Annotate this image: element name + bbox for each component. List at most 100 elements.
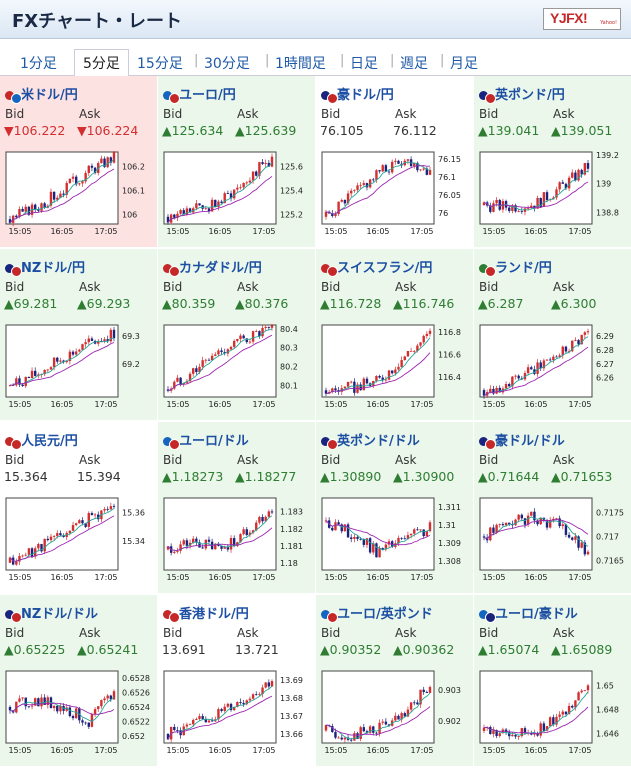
mini-candle-chart[interactable]: 1.183 1.182 1.181 1.18 15:05 16:05 17:05: [163, 497, 311, 587]
candle-body: [239, 534, 242, 543]
brand-logo[interactable]: YJFX! Yahoo!: [543, 8, 621, 30]
candle-body: [166, 734, 170, 740]
candle-body: [100, 158, 103, 164]
mini-candle-chart[interactable]: 0.903 0.902 15:05 16:05 17:05: [321, 670, 469, 760]
tab-0[interactable]: 1分足: [20, 56, 57, 72]
pair-link[interactable]: 香港ドル/円: [163, 603, 249, 623]
rate-card[interactable]: 米ドル/円 Bid Ask ▼106.222 ▼106.224 106.2 106.1 106…: [0, 76, 158, 248]
currency-flag-icon: [163, 263, 180, 277]
rate-card[interactable]: ランド/円 Bid Ask ▲6.287 ▲6.300 6.29 6.28 6.27 6.26 1…: [474, 249, 631, 421]
candle-body: [188, 373, 192, 382]
candle-body: [223, 193, 226, 204]
pair-link[interactable]: 豪ドル/円: [321, 84, 394, 104]
pair-name: カナダドル/円: [179, 261, 262, 276]
mini-candle-chart[interactable]: 139.2 139 138.8 15:05 16:05 17:05: [479, 151, 627, 241]
rate-card[interactable]: 豪ドル/ドル Bid Ask ▲0.71644 ▲0.71653 0.7175 0.717 0…: [474, 422, 631, 594]
candle-body: [267, 162, 271, 167]
candle-body: [511, 205, 514, 211]
rate-card[interactable]: 英ポンド/円 Bid Ask ▲139.041 ▲139.051 139.2 139 138.…: [474, 76, 631, 248]
candle-body: [498, 199, 501, 210]
tab-4[interactable]: 1時間足: [275, 56, 326, 72]
mini-candle-chart[interactable]: 106.2 106.1 106 15:05 16:05 17:05: [5, 151, 153, 241]
bid-label: Bid: [479, 453, 499, 467]
candle-body: [185, 724, 189, 727]
pair-link[interactable]: カナダドル/円: [163, 257, 262, 277]
rate-card[interactable]: NZドル/円 Bid Ask ▲69.281 ▲69.293 69.3 69.2 15:05 1…: [0, 249, 158, 421]
candle-body: [362, 378, 366, 391]
rate-card[interactable]: 香港ドル/円 Bid Ask 13.691 13.721 13.69 13.68 13.67 1…: [158, 595, 316, 767]
pair-link[interactable]: NZドル/円: [5, 257, 85, 277]
candle-body: [577, 692, 580, 701]
rate-card[interactable]: ユーロ/豪ドル Bid Ask ▲1.65074 ▲1.65089 1.65 1.648 1.…: [474, 595, 631, 767]
candle-body: [15, 561, 18, 565]
tab-5[interactable]: 日足: [350, 56, 378, 72]
candle-body: [558, 714, 561, 717]
candle-body: [394, 160, 397, 162]
tab-2[interactable]: 15分足: [137, 56, 183, 72]
bid-label: Bid: [5, 453, 25, 467]
mini-candle-chart[interactable]: 76.15 76.1 76.05 76 15:05 16:05 17:05: [321, 151, 469, 241]
rate-card[interactable]: 豪ドル/円 Bid Ask 76.105 76.112 76.15 76.1 76.05 76 1…: [316, 76, 474, 248]
ask-value: ▼106.224: [77, 123, 139, 138]
pair-link[interactable]: 豪ドル/ドル: [479, 430, 565, 450]
candle-body: [422, 335, 425, 343]
pair-link[interactable]: ユーロ/豪ドル: [479, 603, 578, 623]
tab-3[interactable]: 30分足: [204, 56, 250, 72]
rate-card[interactable]: 人民元/円 Bid Ask 15.364 15.394 15.36 15.34 15:05 16…: [0, 422, 158, 594]
mini-candle-chart[interactable]: 80.4 80.3 80.2 80.1 15:05 16:05 17:05: [163, 324, 311, 414]
mini-candle-chart[interactable]: 0.6528 0.6526 0.6524 0.6522 0.652 15:05 16:05 1…: [5, 670, 153, 760]
pair-link[interactable]: 英ポンド/ドル: [321, 430, 420, 450]
mini-candle-chart[interactable]: 69.3 69.2 15:05 16:05 17:05: [5, 324, 153, 414]
candle-body: [526, 367, 530, 374]
candle-body: [248, 532, 252, 536]
pair-link[interactable]: 人民元/円: [5, 430, 78, 450]
mini-candle-chart[interactable]: 125.6 125.4 125.2 15:05 16:05 17:05: [163, 151, 311, 241]
y-tick-label: 76.05: [438, 191, 461, 200]
pair-link[interactable]: ユーロ/円: [163, 84, 236, 104]
candle-body: [425, 168, 429, 175]
rate-card[interactable]: スイスフラン/円 Bid Ask ▲116.728 ▲116.746 116.8 116.6…: [316, 249, 474, 421]
candle-body: [43, 203, 46, 208]
candle-body: [397, 160, 400, 164]
candle-body: [571, 340, 574, 352]
pair-link[interactable]: ユーロ/英ポンド: [321, 603, 433, 623]
mini-candle-chart[interactable]: 13.69 13.68 13.67 13.66 15:05 16:05 17:05: [163, 670, 311, 760]
candle-body: [210, 720, 214, 722]
mini-candle-chart[interactable]: 15.36 15.34 15:05 16:05 17:05: [5, 497, 153, 587]
tab-6[interactable]: 週足: [400, 56, 428, 72]
plot-area: [321, 670, 435, 744]
pair-link[interactable]: ランド/円: [479, 257, 552, 277]
candle-body: [523, 518, 527, 525]
candle-body: [378, 170, 381, 172]
rate-card[interactable]: ユーロ/円 Bid Ask ▲125.634 ▲125.639 125.6 125.4 125…: [158, 76, 316, 248]
mini-candle-chart[interactable]: 1.311 1.31 1.309 1.308 15:05 16:05 17:05: [321, 497, 469, 587]
mini-candle-chart[interactable]: 116.8 116.6 116.4 15:05 16:05 17:05: [321, 324, 469, 414]
rate-card[interactable]: NZドル/ドル Bid Ask ▲0.65225 ▲0.65241 0.6528 0.652…: [0, 595, 158, 767]
pair-link[interactable]: スイスフラン/円: [321, 257, 432, 277]
pair-link[interactable]: NZドル/ドル: [5, 603, 98, 623]
candle-body: [43, 370, 46, 375]
mini-candle-chart[interactable]: 0.7175 0.717 0.7165 15:05 16:05 17:05: [479, 497, 627, 587]
tab-1[interactable]: 5分足: [74, 49, 129, 77]
rate-card[interactable]: ユーロ/英ポンド Bid Ask ▲0.90352 ▲0.90362 0.903 0.902…: [316, 595, 474, 767]
candle-body: [387, 541, 391, 545]
candle-body: [419, 342, 422, 346]
candle-body: [567, 351, 571, 353]
candle-body: [30, 705, 34, 707]
currency-flag-icon: [5, 90, 22, 104]
pair-link[interactable]: 英ポンド/円: [479, 84, 565, 104]
x-tick-label: 16:05: [50, 400, 73, 409]
candle-body: [365, 183, 369, 188]
pair-link[interactable]: 米ドル/円: [5, 84, 78, 104]
tab-7[interactable]: 月足: [450, 56, 478, 72]
timeframe-tabs: 1分足 5分足 15分足 30分足 | 1時間足 | 日足 | 週足 | 月足 |: [0, 39, 631, 77]
rate-card[interactable]: 英ポンド/ドル Bid Ask ▲1.30890 ▲1.30900 1.311 1.31 1.…: [316, 422, 474, 594]
rate-card[interactable]: カナダドル/円 Bid Ask ▲80.359 ▲80.376 80.4 80.3 80.2 8…: [158, 249, 316, 421]
y-tick-label: 1.646: [596, 729, 619, 738]
pair-link[interactable]: ユーロ/ドル: [163, 430, 249, 450]
candle-body: [495, 524, 498, 533]
rate-card[interactable]: ユーロ/ドル Bid Ask ▲1.18273 ▲1.18277 1.183 1.182 1.…: [158, 422, 316, 594]
mini-candle-chart[interactable]: 1.65 1.648 1.646 15:05 16:05 17:05: [479, 670, 627, 760]
moving-average-long: [483, 181, 589, 209]
mini-candle-chart[interactable]: 6.29 6.28 6.27 6.26 15:05 16:05 17:05: [479, 324, 627, 414]
